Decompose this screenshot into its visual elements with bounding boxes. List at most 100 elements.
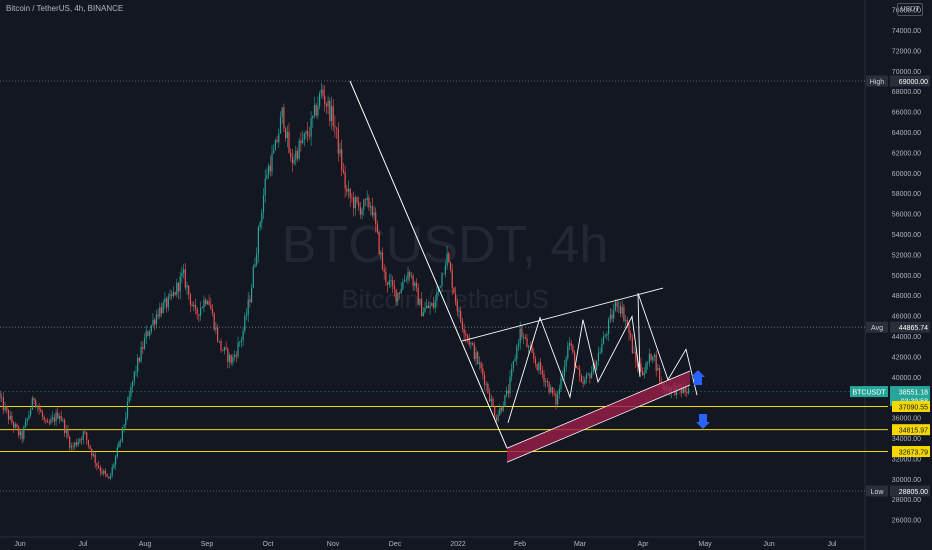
candle-body <box>596 360 598 371</box>
candle-body <box>606 333 608 336</box>
low-price-tag[interactable]: Low 28805.00 <box>866 485 930 497</box>
candle-body <box>167 296 169 308</box>
wedge-upper-line[interactable] <box>461 287 664 342</box>
support-price-tag-1[interactable]: 37090.55 <box>892 400 930 412</box>
candle-body <box>351 197 353 199</box>
candle-body <box>478 362 480 364</box>
support-tag-bg <box>892 400 930 412</box>
candle-body <box>336 127 338 129</box>
candle-body <box>490 399 492 402</box>
y-tick-label: 46000.00 <box>892 314 921 321</box>
candle-body <box>132 381 134 387</box>
candle-body <box>324 95 326 104</box>
candle-body <box>113 464 115 468</box>
y-tick-label: 30000.00 <box>892 477 921 484</box>
candle-body <box>387 282 389 285</box>
time-axis: Jun Jul Aug Sep Oct Nov Dec 2022 Feb Mar Apr May Jun… <box>14 541 837 548</box>
price-axis: 26000.00 28000.00 30000.00 32000.00 34000.00… <box>892 8 921 525</box>
candle-body <box>169 294 171 297</box>
support-tag-value: 34815.97 <box>899 428 928 435</box>
candle-body <box>276 140 278 142</box>
candle-body <box>279 117 282 134</box>
candle-body <box>424 308 426 313</box>
candle-body <box>230 355 232 364</box>
candle-body <box>200 307 202 316</box>
candle-body <box>53 417 55 422</box>
candle-body <box>358 202 360 208</box>
candle-body <box>196 308 198 315</box>
candle-body <box>568 343 571 346</box>
candle-body <box>455 293 457 302</box>
candle-body <box>419 298 421 305</box>
avg-price-tag[interactable]: Avg 44865.74 <box>866 321 930 333</box>
candle-body <box>285 128 287 138</box>
candle-body <box>370 206 372 208</box>
channel-lower-edge[interactable] <box>506 384 691 463</box>
arrow-down-icon[interactable] <box>696 414 710 429</box>
candle-body <box>397 292 399 302</box>
down-trendline[interactable] <box>349 80 508 449</box>
candle-body <box>589 374 591 379</box>
candle-body <box>337 128 339 154</box>
candle-body <box>208 301 210 305</box>
zigzag-path[interactable] <box>507 293 698 423</box>
channel-band[interactable] <box>507 370 690 463</box>
candle-body <box>70 446 72 448</box>
support-price-tag-3[interactable]: 32673.79 <box>892 446 930 458</box>
candle-body <box>441 273 443 286</box>
candle-body <box>587 374 589 375</box>
candle-body <box>65 429 67 434</box>
candle-body <box>330 106 333 121</box>
candle-body <box>120 440 122 442</box>
candle-body <box>67 429 69 437</box>
candle-body <box>87 439 89 446</box>
candle-body <box>597 353 599 361</box>
candle-body <box>217 327 219 342</box>
candle-body <box>463 328 465 335</box>
y-tick-label: 42000.00 <box>892 354 921 361</box>
candle-body <box>524 337 526 339</box>
candle-body <box>211 309 214 314</box>
candle-body <box>188 285 190 295</box>
high-price-tag-value-bg <box>890 75 930 87</box>
candle-body <box>176 282 178 295</box>
candle-body <box>344 172 346 189</box>
avg-price-tag-label: Avg <box>871 325 883 332</box>
candle-body <box>24 421 27 428</box>
candle-body <box>495 417 497 421</box>
channel-upper-edge[interactable] <box>506 370 691 449</box>
candle-body <box>613 310 615 319</box>
symbol-title[interactable]: Bitcoin / TetherUS, 4h, BINANCE <box>6 4 124 13</box>
candle-body <box>572 345 574 353</box>
candle-body <box>591 372 593 379</box>
high-price-tag[interactable]: High 69000.00 <box>866 75 930 87</box>
candle-body <box>254 264 256 267</box>
support-price-tag-2[interactable]: 34815.97 <box>892 424 930 436</box>
candle-body <box>174 292 176 295</box>
candle-body <box>460 310 462 322</box>
candle-body <box>404 280 406 282</box>
candle-body <box>189 294 191 305</box>
candle-body <box>558 388 560 395</box>
candle-body <box>483 374 486 385</box>
candle-body <box>458 310 460 312</box>
candle-body <box>271 153 273 172</box>
candle-body <box>11 415 13 423</box>
y-tick-label: 56000.00 <box>892 212 921 219</box>
candle-body <box>529 346 531 348</box>
candle-body <box>291 156 293 164</box>
candle-body <box>585 374 588 380</box>
candle-body <box>332 106 334 127</box>
candle-body <box>655 354 657 371</box>
candle-body <box>38 406 40 410</box>
currency-label[interactable]: USDT <box>897 3 923 16</box>
arrow-up-icon[interactable] <box>691 370 705 385</box>
candle-body <box>152 319 154 326</box>
candle-body <box>534 358 537 364</box>
candle-body <box>295 150 297 160</box>
candle-body <box>353 197 355 209</box>
candle-body <box>249 299 251 302</box>
candle-body <box>103 470 105 474</box>
